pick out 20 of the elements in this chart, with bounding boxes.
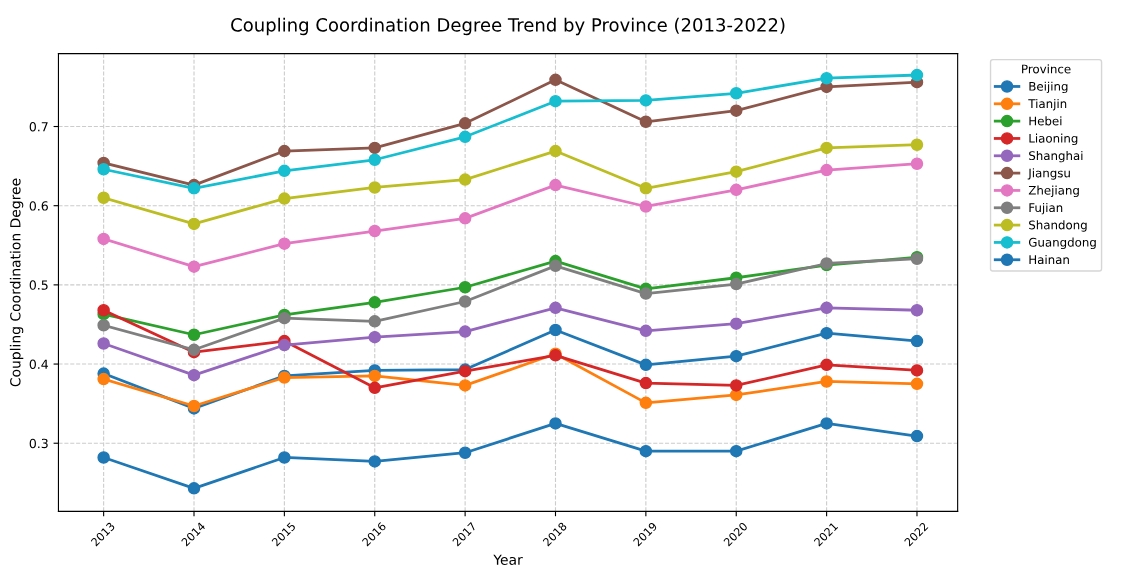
- y-tick-label: 0.6: [29, 201, 48, 211]
- chart-title: Coupling Coordination Degree Trend by Province (2013-2022): [231, 17, 785, 36]
- legend-label: Hebei: [1029, 116, 1062, 126]
- y-tick-label: 0.7: [29, 121, 48, 132]
- legend-label: Jiangsu: [1027, 168, 1070, 180]
- legend-label: Zhejiang: [1028, 185, 1079, 198]
- y-tick-label: 0.5: [29, 280, 48, 290]
- legend-label: Shanghai: [1029, 150, 1083, 163]
- legend-label: Guangdong: [1028, 237, 1096, 250]
- legend-label: Beijing: [1029, 81, 1068, 94]
- legend-label: Fujian: [1029, 202, 1063, 215]
- legend-label: Tianjin: [1028, 98, 1067, 111]
- legend-title: Province: [1022, 64, 1071, 74]
- y-axis-title: Coupling Coordination Degree: [9, 178, 24, 387]
- y-tick-label: 0.4: [29, 359, 49, 369]
- x-axis-title: Year: [493, 554, 523, 565]
- legend-label: Shandong: [1029, 220, 1087, 232]
- y-tick-label: 0.3: [29, 438, 48, 449]
- legend-label: Hainan: [1029, 254, 1069, 265]
- legend-label: Liaoning: [1029, 133, 1078, 146]
